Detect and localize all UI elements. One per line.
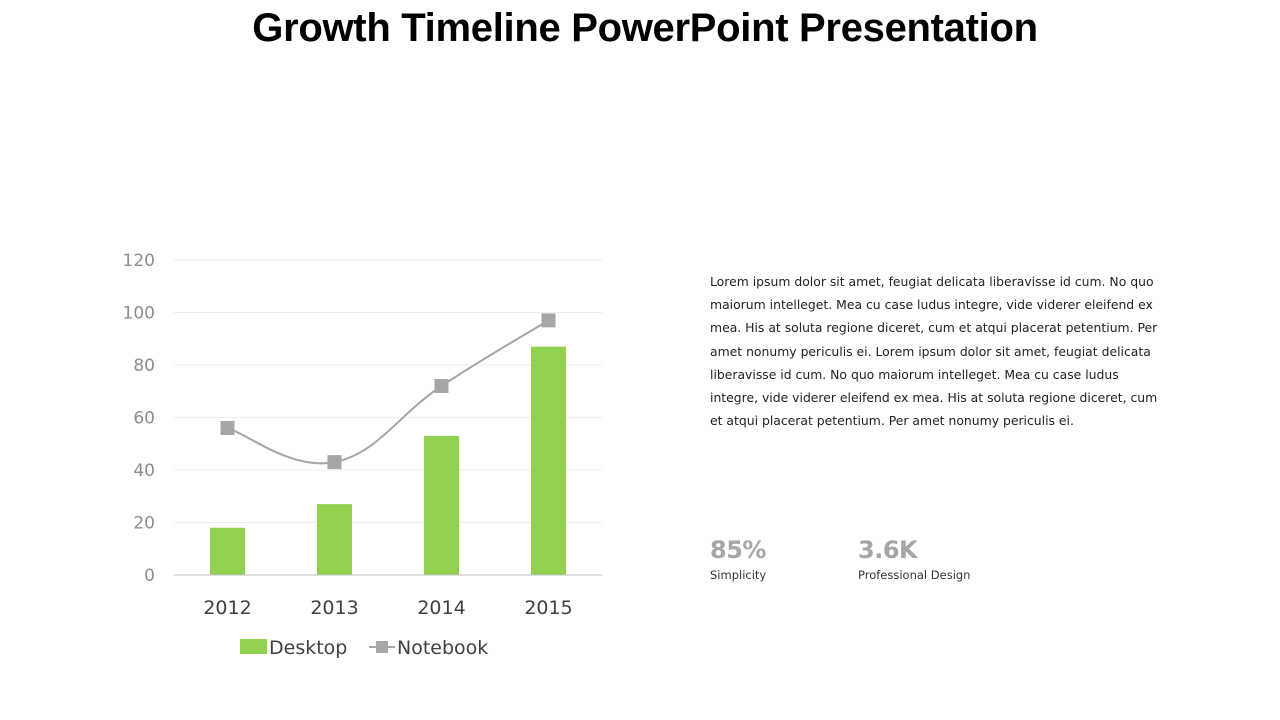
stat-professional-design: 3.6K Professional Design — [858, 536, 970, 582]
desktop-bar — [210, 527, 245, 575]
stat-simplicity: 85% Simplicity — [710, 536, 766, 582]
notebook-markers — [220, 313, 556, 470]
stat-value: 3.6K — [858, 536, 918, 564]
notebook-marker — [434, 379, 449, 393]
y-tick-label: 20 — [133, 514, 155, 534]
x-tick-label: 2013 — [310, 597, 358, 619]
x-tick-label: 2014 — [417, 597, 465, 619]
stat-value: 85% — [710, 536, 766, 564]
y-axis-ticks: 0 20 40 60 80 100 120 — [123, 251, 155, 586]
x-tick-label: 2012 — [203, 597, 251, 619]
notebook-marker — [327, 455, 342, 470]
legend-desktop-label: Desktop — [269, 637, 347, 659]
notebook-marker — [220, 421, 235, 435]
notebook-marker — [541, 313, 556, 328]
y-tick-label: 0 — [144, 566, 155, 586]
stat-label: Professional Design — [858, 568, 971, 582]
notebook-line — [227, 319, 550, 465]
stat-label: Simplicity — [710, 568, 767, 582]
y-tick-label: 60 — [133, 409, 155, 429]
desktop-bar — [424, 435, 459, 575]
y-tick-label: 120 — [123, 251, 155, 271]
y-tick-label: 40 — [133, 461, 155, 481]
legend-notebook-label: Notebook — [397, 637, 488, 659]
y-tick-label: 80 — [133, 356, 155, 376]
x-tick-label: 2015 — [524, 597, 572, 619]
chart-legend: Desktop Notebook — [240, 637, 488, 659]
legend-desktop-swatch — [240, 639, 267, 654]
desktop-bars — [210, 346, 566, 575]
x-axis-ticks: 2012 2013 2014 2015 — [203, 597, 572, 619]
gridlines — [174, 259, 602, 523]
description-text: Lorem ipsum dolor sit amet, feugiat deli… — [710, 274, 1158, 429]
slide-title: Growth Timeline PowerPoint Presentation — [252, 6, 1038, 50]
desktop-bar — [317, 504, 352, 575]
legend-notebook-marker — [376, 641, 388, 653]
y-tick-label: 100 — [123, 304, 155, 324]
desktop-bar — [531, 346, 566, 575]
